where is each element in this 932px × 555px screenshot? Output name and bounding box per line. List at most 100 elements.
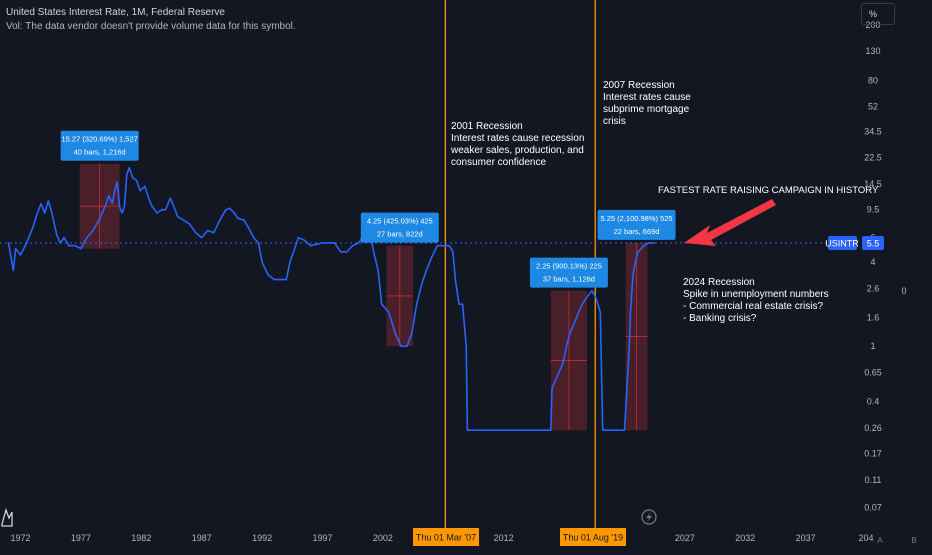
range-label-value: 4.25 (425.03%) 425 xyxy=(367,217,433,226)
series-point xyxy=(425,269,427,271)
time-tick-label: 1992 xyxy=(252,533,272,543)
series-point xyxy=(114,190,116,192)
price-tick-label: 80 xyxy=(868,76,878,86)
time-highlight-2 xyxy=(560,528,626,546)
range-label-bars: 37 bars, 1,126d xyxy=(543,275,595,284)
series-point xyxy=(36,212,39,214)
last-value-tag xyxy=(862,236,884,250)
time-tick-label: 204 xyxy=(859,533,874,543)
series-point xyxy=(207,229,209,232)
series-point xyxy=(297,236,299,239)
series-point xyxy=(448,245,450,247)
time-highlight-1-label: Thu 01 Mar '07 xyxy=(416,533,476,543)
series-point xyxy=(144,185,146,187)
series-point xyxy=(373,254,376,256)
series-point xyxy=(225,209,227,211)
series-point xyxy=(25,242,28,244)
price-tick-label: 200 xyxy=(865,20,880,30)
series-point xyxy=(147,197,150,199)
series-layer xyxy=(7,166,656,431)
series-point xyxy=(63,236,65,239)
price-tick-label: 2.6 xyxy=(867,283,880,293)
series-point xyxy=(358,242,360,244)
time-tick-label: 2037 xyxy=(796,533,816,543)
series-point xyxy=(597,303,599,305)
series-point xyxy=(92,229,94,232)
series-point xyxy=(111,203,113,205)
series-point xyxy=(219,219,221,221)
series-point xyxy=(346,251,348,253)
series-point xyxy=(611,429,613,431)
series-point xyxy=(634,261,636,263)
range-label-value: 2.25 (900.13%) 225 xyxy=(536,262,602,271)
series-point xyxy=(128,167,130,169)
series-point xyxy=(388,311,390,313)
symbol-tag-text: USINTR xyxy=(825,239,859,249)
series-point xyxy=(195,232,197,234)
corner-label-a[interactable]: A xyxy=(877,536,883,545)
chart-title: United States Interest Rate, 1M, Federal… xyxy=(6,7,225,18)
series-point xyxy=(628,345,630,347)
price-tick-label: 0.26 xyxy=(864,423,882,433)
series-point xyxy=(285,279,287,281)
time-tick-label: 1977 xyxy=(71,533,91,543)
series-point xyxy=(169,197,171,199)
series-point xyxy=(98,219,100,221)
series-point xyxy=(213,232,215,234)
unit-button[interactable]: % xyxy=(861,3,895,25)
range-label-value: 15.27 (320.69%) 1,527 xyxy=(61,135,137,144)
range-label-value: 5.25 (2,100.98%) 525 xyxy=(600,214,672,223)
price-tick-label: 34.5 xyxy=(864,127,882,137)
series-point xyxy=(577,311,580,313)
series-point xyxy=(253,236,255,239)
series-point xyxy=(394,332,396,334)
symbol-tag xyxy=(828,236,857,250)
series-point xyxy=(118,206,121,208)
series-point xyxy=(173,206,175,208)
price-scale-side-value: 0 xyxy=(901,286,906,296)
series-point xyxy=(56,234,58,236)
price-tick-label: 4 xyxy=(870,257,875,267)
series-point xyxy=(654,242,656,244)
series-point xyxy=(503,429,505,431)
price-scale[interactable]: 200130805234.522.514.59.5642.61.610.650.… xyxy=(864,20,882,512)
series-point xyxy=(161,209,163,211)
series-point xyxy=(132,177,134,179)
series-point xyxy=(454,279,456,281)
range-measures-layer xyxy=(79,163,648,431)
series-point xyxy=(643,245,645,247)
series-point xyxy=(569,332,571,334)
series-point xyxy=(139,190,141,192)
series-point xyxy=(648,242,650,244)
series-point xyxy=(273,279,275,281)
series-point xyxy=(632,274,634,276)
range-label-box xyxy=(529,257,608,288)
note-text-line: - Commercial real estate crisis? xyxy=(683,301,823,312)
annotation-arrow-icon[interactable] xyxy=(684,199,776,246)
series-point xyxy=(289,261,291,263)
corner-label-b[interactable]: B xyxy=(911,536,916,545)
series-point xyxy=(465,345,467,347)
series-point xyxy=(303,239,305,241)
series-point xyxy=(462,303,464,305)
logo-icon[interactable] xyxy=(1,507,13,527)
time-scale[interactable]: 1972 1977 1982 1987 1992 1997 2002 2012 2027 2032… xyxy=(11,533,874,543)
series-point xyxy=(108,194,110,197)
series-point xyxy=(400,345,402,347)
series-point xyxy=(104,206,106,208)
note-text-line: 2024 Recession xyxy=(683,277,755,288)
lightning-icon[interactable] xyxy=(641,509,657,525)
time-tick-label: 1972 xyxy=(11,533,31,543)
series-point xyxy=(86,236,88,239)
series-point xyxy=(228,207,231,209)
price-tick-label: 0.4 xyxy=(867,397,880,407)
price-tick-label: 1.6 xyxy=(867,313,880,323)
series-point xyxy=(352,245,354,247)
series-point xyxy=(591,290,593,292)
series-point xyxy=(15,248,17,250)
range-label-bars: 40 bars, 1,216d xyxy=(74,148,126,157)
